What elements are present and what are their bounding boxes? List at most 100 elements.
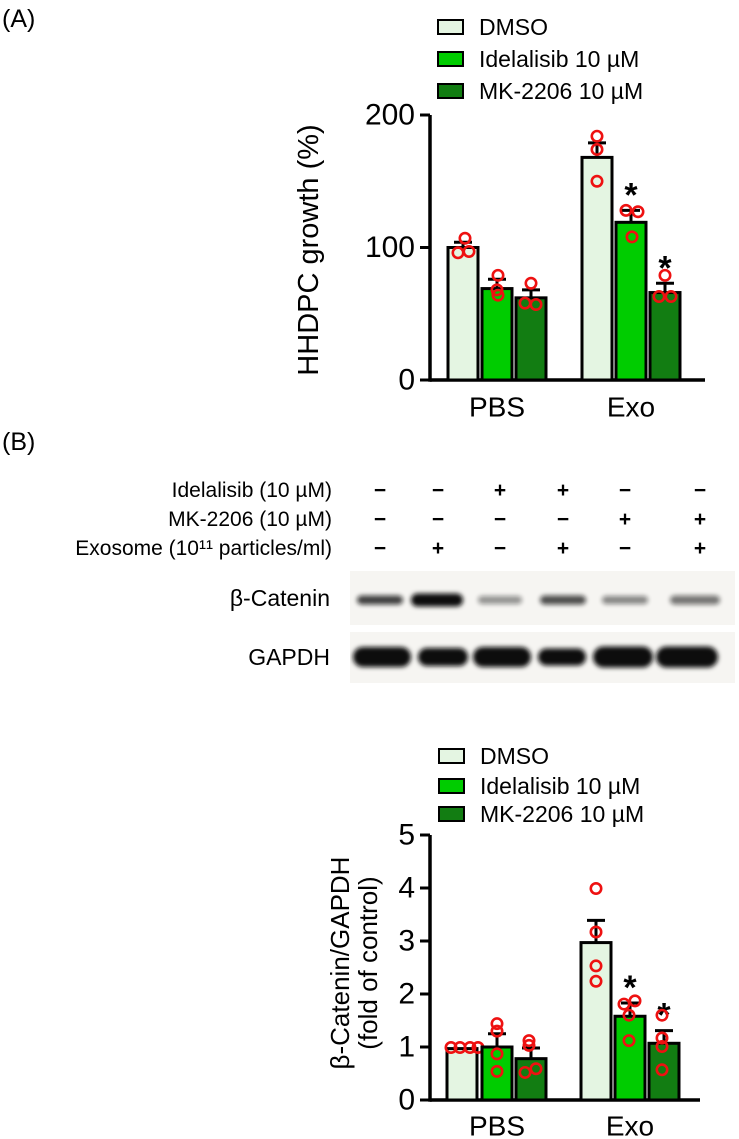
treatment-sign: − [618,537,632,560]
y-tick-label: 0 [398,364,415,397]
blot-target-label-gapdh: GAPDH [248,644,330,670]
bar [579,941,613,1102]
blot-band [602,596,648,604]
legend-item: Idelalisib 10 µM [438,773,640,799]
data-point [518,1065,532,1079]
data-point [619,203,633,217]
data-point [490,1024,504,1038]
x-category-label: Exo [607,392,655,423]
treatment-sign: − [618,479,632,502]
blot-target-label-bcatenin: β-Catenin [229,585,330,611]
y-tick-label: 200 [365,99,415,132]
bcatenin-gapdh-bar-chart: 0 1 2 3 4 5 β-Catenin/GAPDH(fold of control) PB… [325,820,700,1139]
bar [580,155,614,382]
blot-band [540,595,586,605]
treatment-sign: − [373,508,387,531]
treatment-sign: + [556,479,570,502]
legend-label: Idelalisib 10 µM [479,45,640,72]
y-tick-label: 2 [398,978,415,1011]
y-tick-label: 1 [398,1031,415,1064]
data-point [589,974,603,988]
blot-band [593,646,653,668]
data-point [522,1038,536,1052]
legend-item: DMSO [437,14,548,40]
bar [648,291,682,382]
data-point [491,288,505,302]
data-point [590,129,604,143]
data-point [458,231,472,245]
y-axis-title: (fold of control) [353,876,383,1049]
data-point [652,290,666,304]
data-point [655,1063,669,1077]
treatment-sign: − [556,508,570,531]
x-category-label: PBS [469,392,525,423]
legend-label: DMSO [479,13,548,40]
data-point [490,1047,504,1061]
data-point [463,1041,477,1055]
data-point [522,1034,536,1048]
data-point [590,174,604,188]
legend-item: DMSO [438,743,549,769]
treatment-sign: + [556,537,570,560]
y-tick-label: 100 [365,231,415,264]
data-point [589,925,603,939]
treatment-sign: − [493,537,507,560]
significance-star: * [623,969,637,1007]
data-point [655,1039,669,1053]
panel-b-label: (B) [2,428,36,456]
y-axis-title: HHDPC growth (%) [293,124,325,375]
blot-band [538,648,586,666]
data-point [462,244,476,258]
legend-swatch [438,778,465,794]
data-point [490,1017,504,1031]
data-point [631,205,645,219]
bar [446,246,480,382]
data-point [617,997,631,1011]
significance-star: * [657,997,671,1035]
blot-band [473,647,531,667]
data-point [529,297,543,311]
legend-swatch [437,83,464,99]
data-point [664,290,678,304]
treatment-sign: + [431,537,445,560]
data-point [655,1031,669,1045]
data-point [491,268,505,282]
data-point [589,882,603,896]
y-tick-label: 5 [398,820,415,852]
data-point [655,1008,669,1022]
x-category-label: PBS [469,1111,525,1139]
data-point [490,1064,504,1078]
blot-band [411,593,463,607]
treatment-sign: + [693,508,707,531]
treatment-sign: − [693,479,707,502]
x-category-label: Exo [606,1111,654,1139]
treatment-sign: + [693,537,707,560]
treatment-row-label: Idelalisib (10 µM) [171,479,332,502]
treatment-sign: + [493,479,507,502]
legend-item: MK-2206 10 µM [437,78,643,104]
legend-label: MK-2206 10 µM [479,77,644,104]
treatment-sign: − [493,508,507,531]
blot-band [478,596,522,604]
western-blot-image [350,571,735,683]
bar [514,296,548,382]
legend-label: Idelalisib 10 µM [480,772,641,799]
data-point [590,142,604,156]
treatment-sign: − [431,508,445,531]
blot-band [656,646,718,668]
y-tick-label: 0 [398,1084,415,1117]
bar [647,1041,681,1102]
data-point [628,994,642,1008]
blot-band [418,648,468,666]
y-axis-title: β-Catenin/GAPDH [325,857,355,1070]
bar [613,1014,647,1102]
legend-swatch [438,748,465,764]
panel-a-label: (A) [2,5,36,33]
legend-swatch [438,806,465,822]
bar [445,1047,479,1102]
legend-swatch [437,19,464,35]
data-point [589,959,603,973]
legend-item: Idelalisib 10 µM [437,46,639,72]
